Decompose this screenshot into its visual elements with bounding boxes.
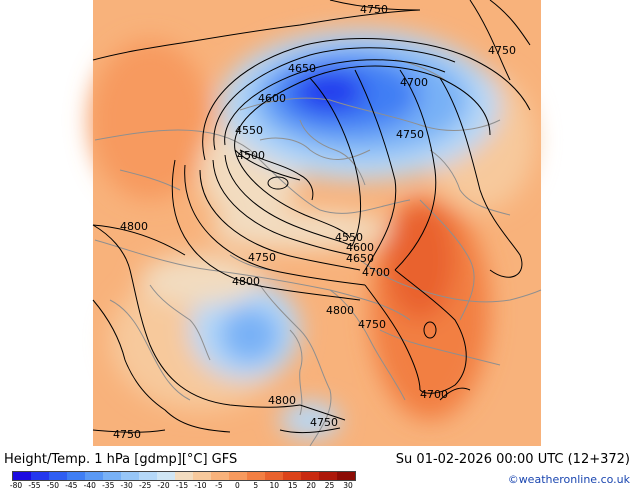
temperature-field — [90, 0, 541, 446]
legend-swatch — [49, 472, 67, 480]
valid-datetime: Su 01-02-2026 00:00 UTC (12+372) — [395, 452, 630, 467]
legend-swatch — [265, 472, 283, 480]
contour-labels: 4750 4750 4650 4700 4600 4550 4750 4500 … — [113, 3, 516, 441]
legend-tick-label: -5 — [215, 481, 223, 490]
legend-swatch — [301, 472, 319, 480]
legend-tick-label: -55 — [28, 481, 41, 490]
contour-label: 4800 — [120, 220, 148, 233]
legend-tick-label: 5 — [253, 481, 259, 490]
contour-label: 4750 — [113, 428, 141, 441]
contour-label: 4600 — [258, 92, 286, 105]
legend-tick-label: 25 — [324, 481, 335, 490]
height-contours — [92, 0, 531, 434]
contour-label: 4800 — [232, 275, 260, 288]
credit-link[interactable]: ©weatheronline.co.uk — [507, 473, 630, 486]
legend-swatch — [175, 472, 193, 480]
contour-label: 4750 — [358, 318, 386, 331]
legend-swatch — [121, 472, 139, 480]
contour-label: 4750 — [248, 251, 276, 264]
legend-tick-label: -10 — [194, 481, 207, 490]
legend-tick-label: -15 — [175, 481, 189, 490]
contour-label: 4750 — [488, 44, 516, 57]
contour-label: 4800 — [268, 394, 296, 407]
legend-swatch — [139, 472, 157, 480]
legend-swatch — [193, 472, 211, 480]
legend-swatch — [337, 472, 355, 480]
legend-tick-label: 20 — [306, 481, 316, 490]
contour-label: 4550 — [235, 124, 263, 137]
legend-swatch — [211, 472, 229, 480]
legend-ticks: -80 -55 -50 -45 -40 -35 -30 -25 -20 -15 -10 -5 0 5 10 1… — [9, 481, 356, 490]
legend-swatch — [319, 472, 337, 480]
legend-tick-label: -35 — [102, 481, 115, 490]
contour-label: 4650 — [346, 252, 374, 265]
legend-swatch — [67, 472, 85, 480]
legend-swatch — [103, 472, 121, 480]
legend-tick-label: -80 — [9, 481, 23, 490]
color-legend — [12, 471, 356, 481]
contour-label: 4550 — [335, 231, 363, 244]
map-title: Height/Temp. 1 hPa [gdmp][°C] GFS — [4, 452, 238, 467]
legend-swatch — [13, 472, 31, 480]
legend-tick-label: 10 — [269, 481, 279, 490]
contour-label: 4750 — [310, 416, 338, 429]
legend-tick-label: -45 — [65, 481, 78, 490]
contour-label: 4600 — [346, 241, 374, 254]
borders — [94, 59, 542, 446]
contour-label: 4750 — [360, 3, 388, 16]
contour-label: 4700 — [420, 388, 448, 401]
legend-tick-label: -50 — [46, 481, 59, 490]
legend-swatch — [31, 472, 49, 480]
contour-label: 4500 — [237, 149, 265, 162]
legend-tick-label: -25 — [138, 481, 152, 490]
legend-tick-label: 30 — [343, 481, 353, 490]
legend-tick-label: -30 — [120, 481, 133, 490]
contour-label: 4800 — [326, 304, 354, 317]
legend-swatch — [85, 472, 103, 480]
legend-swatch — [283, 472, 301, 480]
legend-swatch — [229, 472, 247, 480]
contour-label: 4700 — [362, 266, 390, 279]
legend-tick-label: -40 — [83, 481, 96, 490]
legend-swatch — [157, 472, 175, 480]
contour-label: 4700 — [400, 76, 428, 89]
contour-label: 4750 — [396, 128, 424, 141]
contour-label: 4650 — [288, 62, 316, 75]
legend-tick-label: -20 — [157, 481, 170, 490]
legend-swatch — [247, 472, 265, 480]
legend-tick-label: 0 — [234, 481, 240, 490]
weather-map: 4750 4750 4650 4700 4600 4550 4750 4500 … — [90, 0, 542, 446]
map-outline — [92, 0, 511, 433]
legend-tick-label: 15 — [287, 481, 298, 490]
